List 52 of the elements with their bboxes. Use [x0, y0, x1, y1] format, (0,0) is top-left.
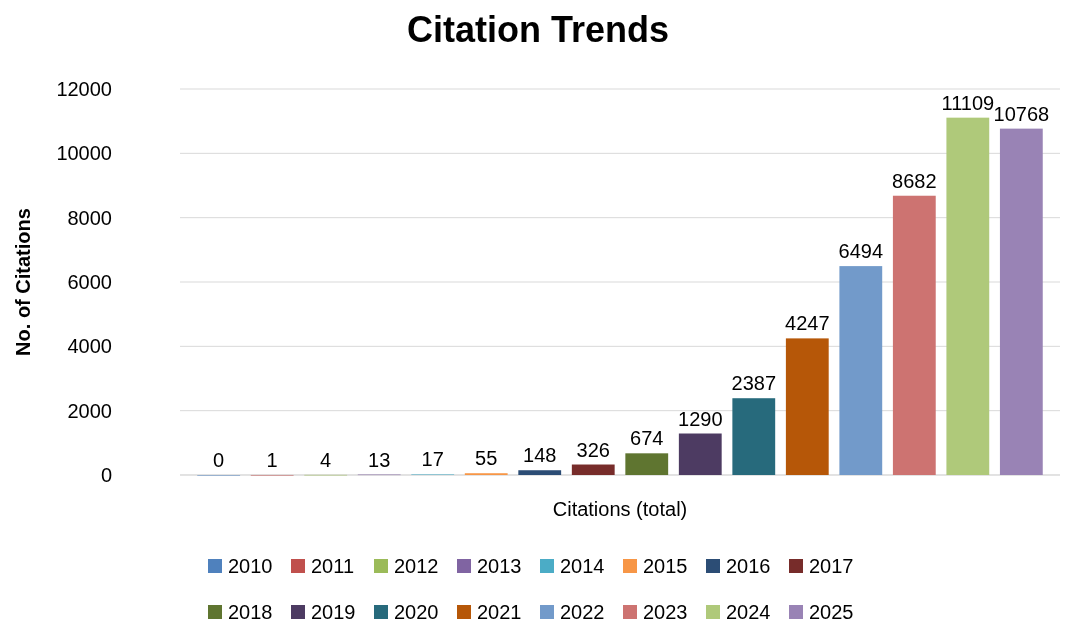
data-label: 17	[421, 448, 444, 471]
bar	[892, 195, 936, 475]
data-label: 6494	[838, 240, 884, 263]
legend-label: 2023	[643, 601, 688, 623]
legend-label: 2014	[560, 555, 605, 577]
data-label: 11109	[941, 91, 995, 114]
legend-label: 2024	[726, 601, 771, 623]
data-label: 1290	[678, 407, 723, 430]
y-tick-label: 12000	[56, 78, 112, 100]
bar	[839, 266, 883, 475]
data-label: 55	[475, 447, 498, 470]
legend-label: 2018	[228, 601, 273, 623]
data-label: 326	[576, 438, 610, 461]
bar	[999, 128, 1043, 475]
y-tick-label: 4000	[67, 335, 112, 358]
legend-label: 2019	[311, 601, 356, 623]
data-label: 10768	[993, 102, 1050, 125]
bar	[785, 338, 829, 475]
data-label: 1	[266, 448, 278, 471]
y-tick-label: 0	[100, 464, 112, 486]
data-label: 8682	[892, 169, 937, 192]
legend-label: 2016	[726, 555, 771, 577]
bar	[625, 453, 669, 475]
y-tick-label: 8000	[67, 206, 112, 229]
legend-label: 2021	[477, 601, 522, 623]
data-label: 674	[630, 427, 664, 450]
legend-label: 2017	[809, 555, 854, 577]
bar	[571, 464, 615, 475]
x-tick-label: Citations (total)	[552, 498, 688, 520]
legend-label: 2013	[477, 555, 522, 577]
data-label: 148	[523, 444, 557, 467]
bar	[732, 398, 776, 475]
y-tick-label: 10000	[56, 142, 112, 165]
legend-label: 2022	[560, 601, 605, 623]
data-label: 4	[320, 448, 332, 471]
legend-label: 2025	[809, 601, 854, 623]
bar	[946, 117, 990, 475]
legend-label: 2015	[643, 555, 688, 577]
bar	[518, 470, 562, 475]
legend-label: 2011	[311, 555, 355, 577]
y-axis-title: No. of Citations	[12, 208, 34, 356]
legend-label: 2010	[228, 555, 273, 577]
data-label: 13	[368, 448, 391, 471]
data-label: 2387	[731, 372, 777, 395]
chart-title: Citation Trends	[406, 9, 670, 50]
y-tick-label: 2000	[67, 399, 112, 422]
y-tick-label: 6000	[67, 271, 112, 293]
data-label: 0	[213, 449, 225, 471]
bar	[678, 433, 722, 475]
legend-label: 2020	[394, 601, 439, 623]
data-label: 4247	[785, 312, 830, 335]
legend-label: 2012	[394, 555, 439, 577]
